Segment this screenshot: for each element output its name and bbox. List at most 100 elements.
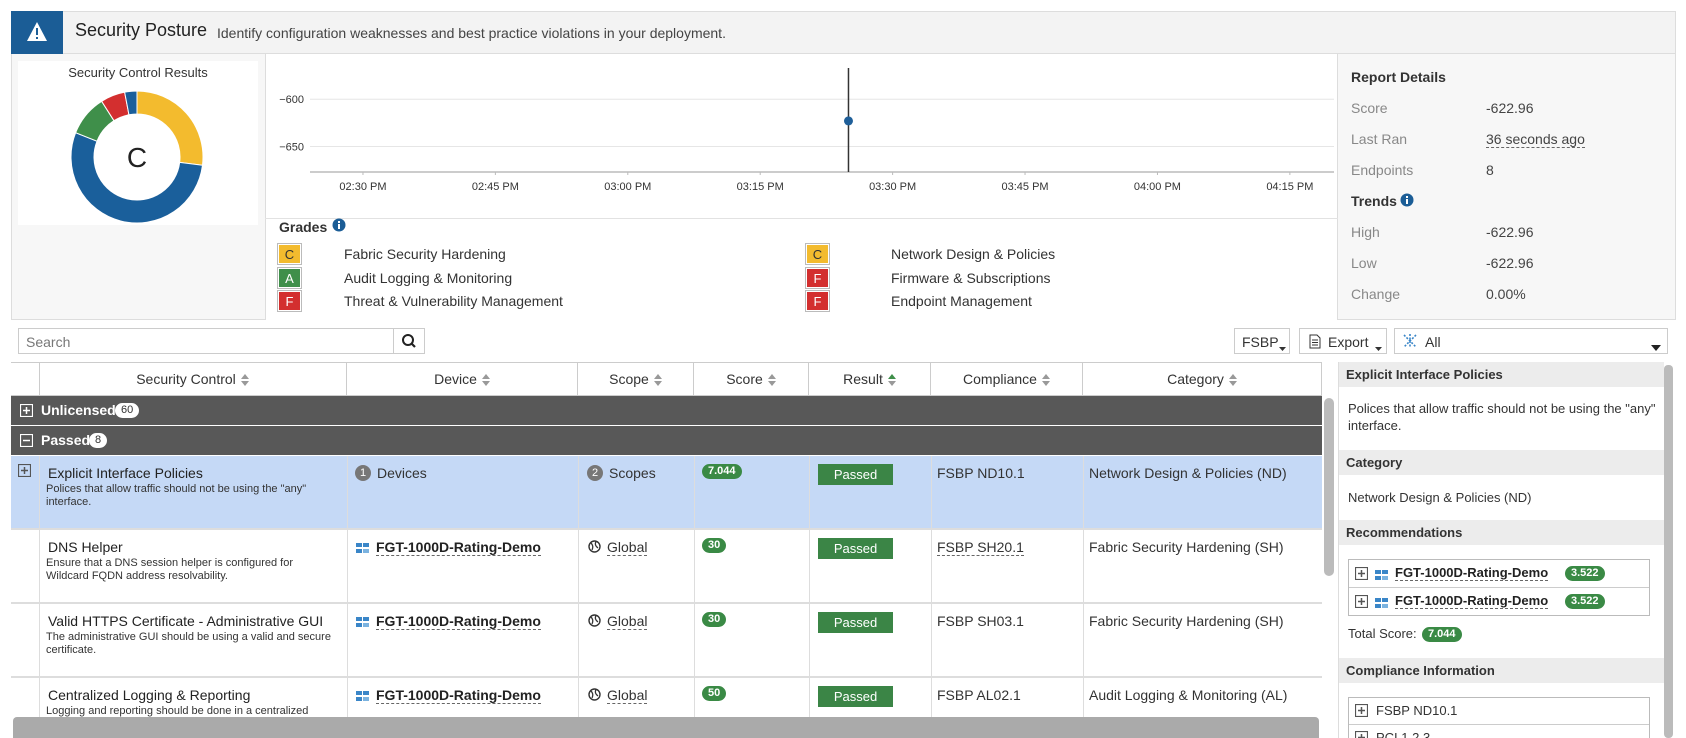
cell-divider — [931, 530, 932, 603]
trend-value: 0.00% — [1486, 286, 1526, 302]
device-link[interactable]: FGT-1000D-Rating-Demo — [376, 613, 541, 630]
grade-badge: F — [805, 290, 830, 312]
cell-divider — [39, 530, 40, 603]
charts: C −600 −650 02:30 PM 02:45 PM 03:00 PM 03:15 P… — [70, 68, 1334, 224]
expand-icon[interactable] — [1354, 703, 1369, 718]
column-header[interactable]: Device — [347, 362, 578, 396]
x-tick-label: 04:15 PM — [1266, 181, 1313, 193]
column-header[interactable]: Compliance — [931, 362, 1083, 396]
section-title: Compliance Information — [1346, 663, 1495, 678]
table-row[interactable] — [11, 604, 1322, 678]
control-description: Polices that allow traffic should not be… — [46, 483, 307, 508]
page-subtitle: Identify configuration weaknesses and be… — [217, 25, 726, 41]
cell-divider — [931, 678, 932, 738]
fsbp-button[interactable]: FSBP — [1234, 328, 1290, 354]
table-row[interactable] — [11, 530, 1322, 604]
trend-label: Low — [1351, 255, 1377, 271]
result-badge: Passed — [818, 538, 893, 559]
recommendations-box — [1348, 559, 1650, 616]
score-badge: 7.044 — [702, 464, 742, 479]
group-name: Unlicensed — [41, 402, 116, 418]
grade-label: Network Design & Policies — [891, 246, 1056, 262]
cell-divider — [39, 456, 40, 529]
search-input[interactable]: Search — [18, 328, 394, 354]
group-row[interactable] — [11, 426, 1322, 455]
cell-divider — [1083, 456, 1084, 529]
cell-divider — [347, 530, 348, 603]
donut-center — [94, 114, 180, 200]
group-row[interactable] — [11, 396, 1322, 425]
control-description: Ensure that a DNS session helper is conf… — [46, 557, 294, 582]
recommendation-device[interactable]: FGT-1000D-Rating-Demo — [1395, 565, 1549, 581]
filter-label: All — [1425, 334, 1441, 350]
cell-divider — [1083, 530, 1084, 603]
page-title: Security Posture — [75, 20, 208, 40]
expand-icon[interactable] — [1354, 730, 1369, 738]
device-icon — [356, 615, 370, 627]
grade-label: Audit Logging & Monitoring — [344, 269, 513, 286]
device-link[interactable]: FGT-1000D-Rating-Demo — [376, 687, 541, 704]
sort-icon — [1041, 373, 1050, 386]
column-header[interactable]: Scope — [578, 362, 694, 396]
section-header — [1339, 520, 1664, 545]
sort-icon — [653, 373, 662, 386]
grade-badge: F — [277, 290, 302, 312]
recommendation-device[interactable]: FGT-1000D-Rating-Demo — [1395, 593, 1549, 609]
header-bar — [11, 11, 1676, 54]
group-toggle[interactable] — [19, 433, 34, 448]
cell-divider — [694, 456, 695, 529]
total-score-label: Total Score: — [1348, 626, 1417, 641]
grades-info-icon[interactable] — [332, 218, 346, 232]
cell-divider — [347, 678, 348, 738]
device-icon — [356, 541, 370, 553]
trends-info-icon[interactable] — [1400, 193, 1414, 207]
column-title: Category — [1167, 371, 1224, 387]
export-button[interactable]: Export — [1299, 328, 1387, 354]
group-toggle[interactable] — [19, 403, 34, 418]
control-name: Centralized Logging & Reporting — [48, 687, 251, 703]
filter-select[interactable]: All — [1394, 328, 1668, 354]
header-icon — [11, 11, 63, 54]
category-label: Network Design & Policies (ND) — [1089, 465, 1287, 481]
x-tick-label: 03:00 PM — [604, 181, 651, 193]
filter-icon — [1402, 333, 1418, 349]
column-title: Security Control — [136, 371, 236, 387]
column-title: Device — [434, 371, 477, 387]
column-header[interactable]: Result — [809, 362, 931, 396]
column-title: Compliance — [963, 371, 1037, 387]
cell-divider — [1083, 604, 1084, 677]
recommendation-score: 3.522 — [1565, 594, 1605, 609]
column-header[interactable]: Score — [694, 362, 809, 396]
result-badge: Passed — [818, 686, 893, 707]
device-link[interactable]: FGT-1000D-Rating-Demo — [376, 539, 541, 556]
group-count: 8 — [89, 433, 108, 448]
cell-divider — [809, 678, 810, 738]
scope-count: 2 — [587, 465, 603, 481]
compliance-label: FSBP SH20.1 — [937, 539, 1024, 556]
scope-link[interactable]: Global — [607, 539, 648, 556]
device-count: 1 — [355, 465, 371, 481]
cell-divider — [39, 678, 40, 738]
result-badge: Passed — [818, 612, 893, 633]
device-icon — [356, 689, 370, 701]
column-header[interactable]: Security Control — [39, 362, 347, 396]
section-title: Recommendations — [1346, 525, 1463, 540]
search-placeholder: Search — [26, 334, 71, 350]
section-header — [1339, 658, 1664, 683]
trend-value: -622.96 — [1486, 255, 1534, 271]
recommendation-score: 3.522 — [1565, 566, 1605, 581]
search-button[interactable] — [393, 328, 425, 354]
column-title: Score — [726, 371, 763, 387]
table-row[interactable] — [11, 456, 1322, 530]
cell-divider — [347, 456, 348, 529]
column-header[interactable]: Category — [1083, 362, 1322, 396]
expand-icon[interactable] — [1354, 594, 1369, 609]
expand-icon[interactable] — [1354, 566, 1369, 581]
cell-divider — [694, 678, 695, 738]
cell-divider — [39, 604, 40, 677]
detail-value: 8 — [1486, 162, 1494, 178]
scope-link[interactable]: Global — [607, 613, 648, 630]
compliance-label: FSBP ND10.1 — [937, 465, 1025, 481]
row-expand[interactable] — [17, 463, 32, 478]
scope-link[interactable]: Global — [607, 687, 648, 704]
